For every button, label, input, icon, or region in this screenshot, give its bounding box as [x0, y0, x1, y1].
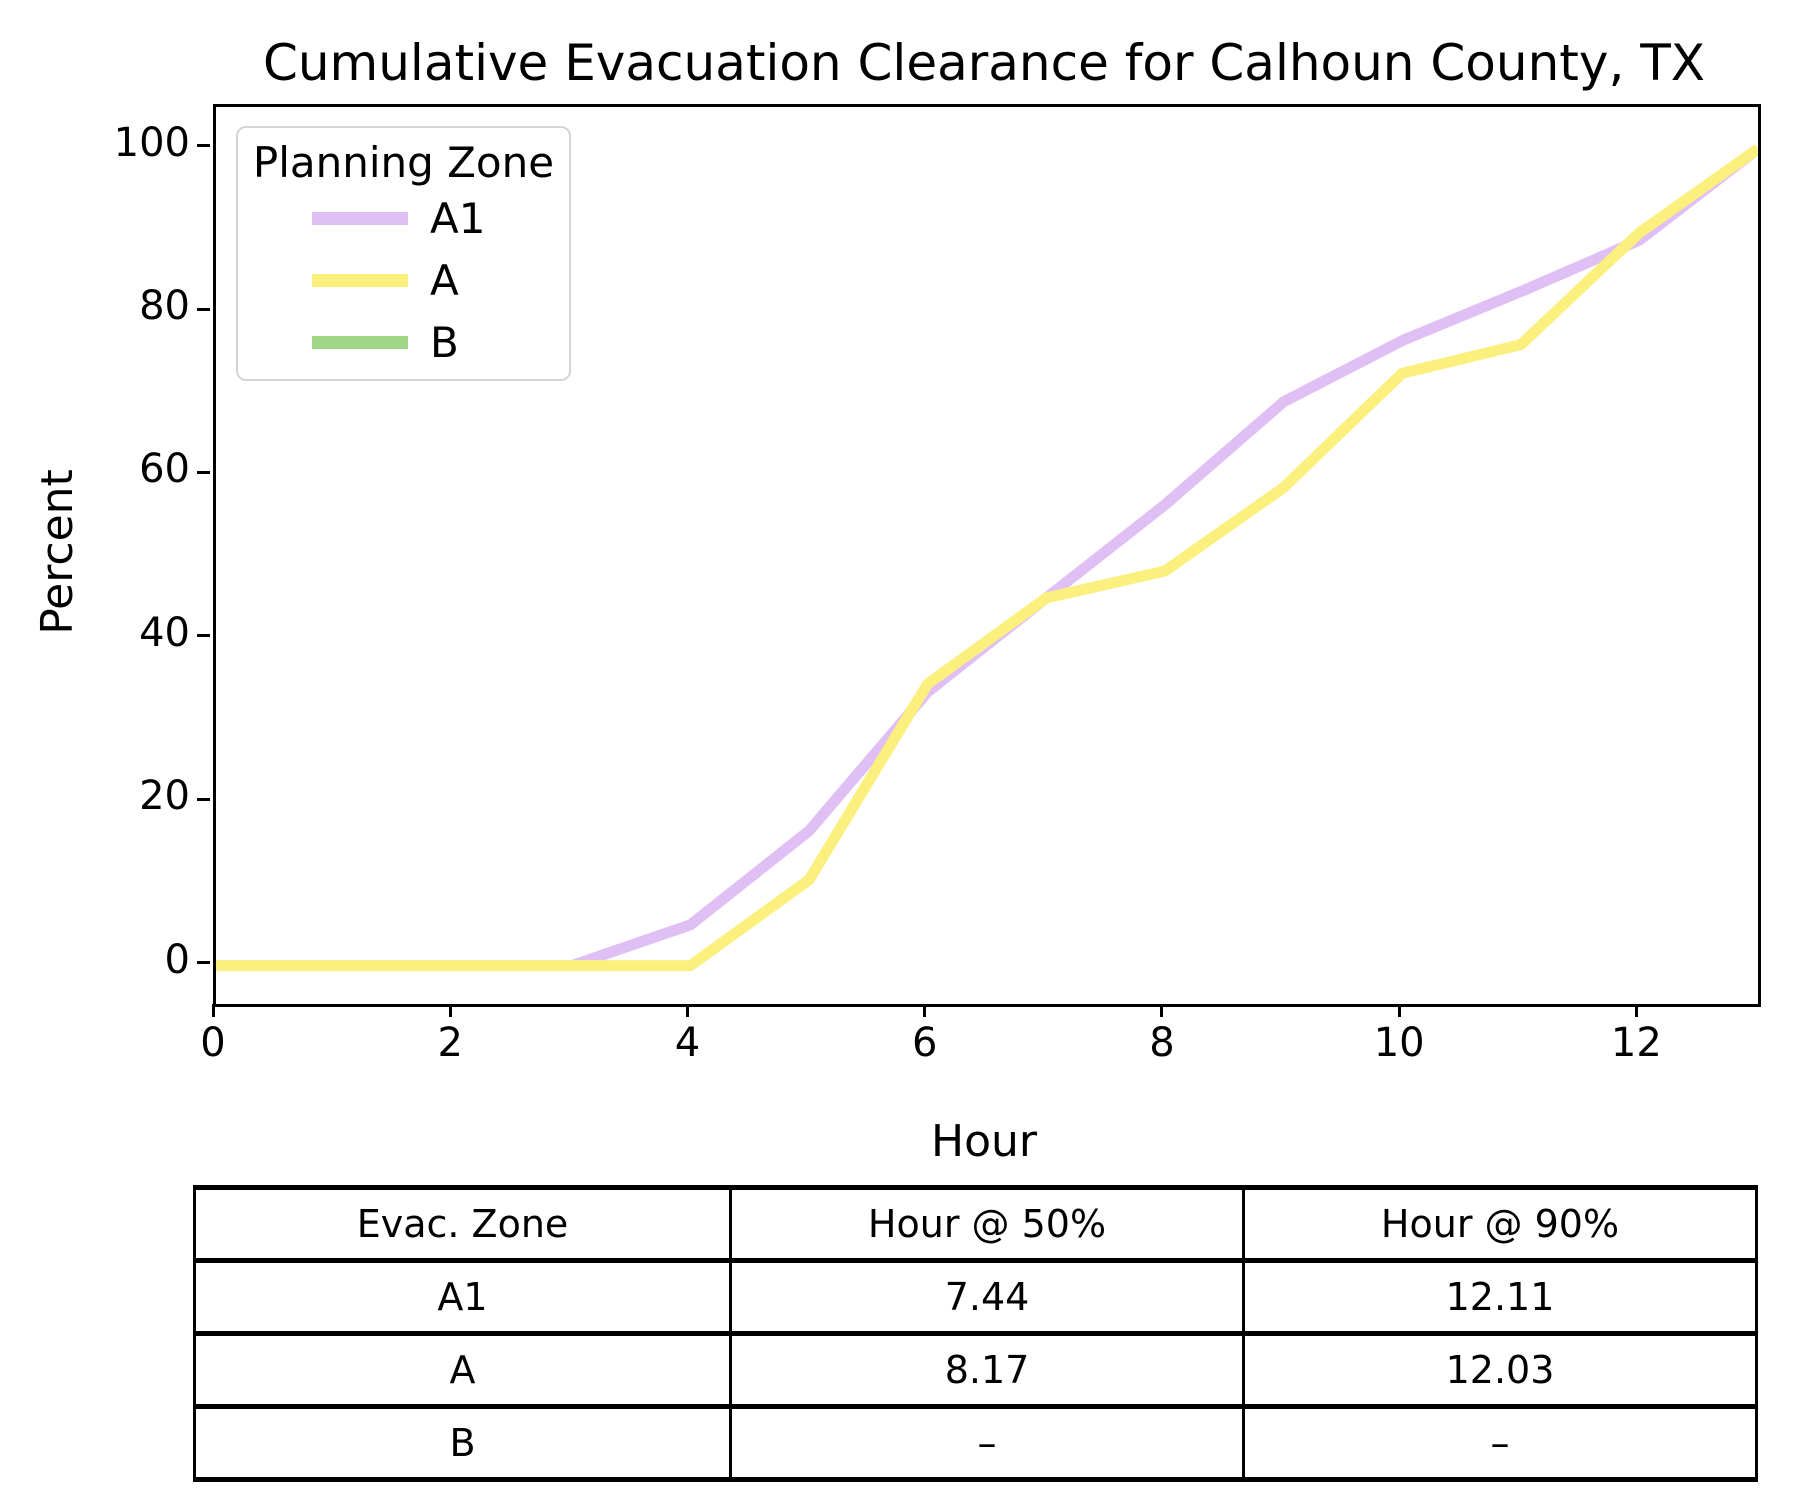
table-header-row: Evac. Zone Hour @ 50% Hour @ 90%	[193, 1185, 1758, 1263]
table-cell-hour90: –	[1242, 1404, 1758, 1482]
x-tick-label: 10	[1373, 1020, 1425, 1066]
clearance-table: Evac. Zone Hour @ 50% Hour @ 90% A1 7.44…	[193, 1185, 1758, 1482]
y-tick-label: 0	[164, 936, 190, 983]
plot-svg	[216, 144, 1758, 972]
legend-swatch-b	[312, 335, 408, 349]
x-tick-mark	[211, 1004, 215, 1017]
y-tick-mark	[197, 961, 210, 965]
y-tick-label: 100	[113, 119, 190, 166]
legend-swatch-a	[312, 273, 408, 287]
x-tick-label: 12	[1610, 1020, 1662, 1066]
x-tick-label: 0	[200, 1020, 226, 1066]
x-tick-label: 2	[437, 1020, 463, 1066]
table-header-hour50: Hour @ 50%	[729, 1185, 1245, 1263]
table-cell-hour50: 8.17	[729, 1331, 1245, 1409]
y-tick-mark	[197, 797, 210, 801]
x-tick-mark	[685, 1004, 689, 1017]
x-tick-mark	[1160, 1004, 1164, 1017]
x-axis-label: Hour	[931, 1116, 1037, 1167]
series-line-a	[216, 144, 1758, 972]
table-cell-hour90: 12.03	[1242, 1331, 1758, 1409]
x-tick-mark	[1397, 1004, 1401, 1017]
y-tick-mark	[197, 470, 210, 474]
table-header-hour90: Hour @ 90%	[1242, 1185, 1758, 1263]
x-tick-mark	[923, 1004, 927, 1017]
y-tick-label: 40	[139, 609, 190, 656]
legend-label-b: B	[430, 317, 459, 367]
table-cell-zone: A1	[193, 1258, 732, 1336]
y-tick-label: 20	[139, 773, 190, 820]
x-tick-mark	[448, 1004, 452, 1017]
x-tick-label: 6	[911, 1020, 938, 1066]
table-row: A1 7.44 12.11	[193, 1258, 1758, 1336]
legend-item-b: B	[238, 311, 569, 373]
legend-swatch-a1	[312, 211, 408, 225]
plot-area: Planning Zone A1 A B	[213, 104, 1761, 1007]
y-tick-label: 60	[139, 446, 190, 493]
table-cell-zone: A	[193, 1331, 732, 1409]
y-tick-label: 80	[139, 283, 190, 330]
chart-title: Cumulative Evacuation Clearance for Calh…	[262, 34, 1706, 92]
y-tick-mark	[197, 634, 210, 638]
legend-item-a: A	[238, 249, 569, 311]
legend-label-a: A	[430, 255, 459, 305]
table-cell-hour50: 7.44	[729, 1258, 1245, 1336]
table-cell-zone: B	[193, 1404, 732, 1482]
table-cell-hour90: 12.11	[1242, 1258, 1758, 1336]
x-tick-label: 8	[1149, 1020, 1175, 1066]
legend-label-a1: A1	[430, 193, 486, 243]
x-tick-label: 4	[674, 1020, 701, 1066]
y-tick-mark	[197, 144, 210, 148]
y-tick-mark	[197, 307, 210, 311]
table-cell-hour50: –	[729, 1404, 1245, 1482]
legend-title: Planning Zone	[252, 138, 555, 187]
table-row: A 8.17 12.03	[193, 1331, 1758, 1409]
table-header-zone: Evac. Zone	[193, 1185, 732, 1263]
legend: Planning Zone A1 A B	[236, 126, 571, 381]
table-row: B – –	[193, 1404, 1758, 1482]
legend-item-a1: A1	[238, 187, 569, 249]
x-tick-mark	[1634, 1004, 1638, 1017]
